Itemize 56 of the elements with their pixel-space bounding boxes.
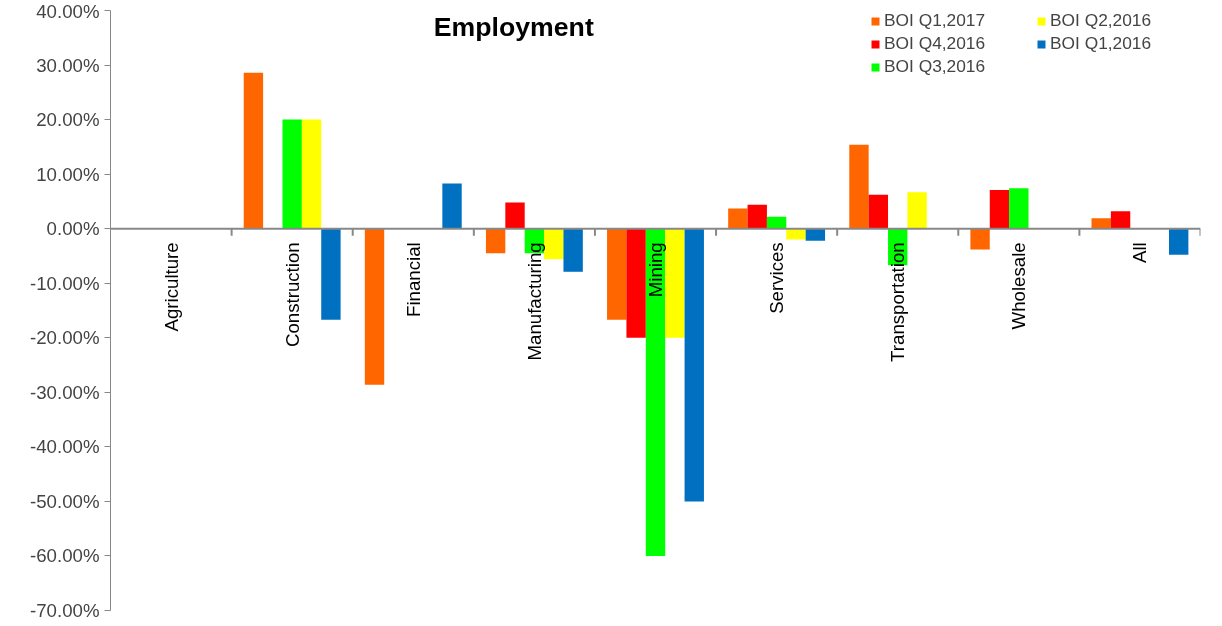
bar <box>1110 211 1131 229</box>
bar <box>607 228 627 320</box>
bar <box>485 228 506 254</box>
y-tick-label: 20.00% <box>36 109 100 131</box>
bar <box>970 228 990 250</box>
chart-title: Employment <box>433 11 594 42</box>
bar <box>1009 188 1029 229</box>
bar <box>544 228 564 260</box>
bar <box>786 228 806 240</box>
bar <box>243 72 264 229</box>
x-tick-label: All <box>1129 242 1151 264</box>
x-tick-label: Mining <box>645 242 666 298</box>
y-tick-label: -10.00% <box>30 272 100 294</box>
y-tick-label: -70.00% <box>30 599 100 621</box>
x-tick-label: Agriculture <box>160 242 182 332</box>
legend-label: BOI Q1,2017 <box>884 10 987 31</box>
x-tick-label: Manufacturing <box>523 242 545 361</box>
bar <box>907 192 927 229</box>
bar <box>728 208 748 229</box>
bar <box>868 194 889 229</box>
x-tick-label: Financial <box>402 242 424 317</box>
y-tick-label: -50.00% <box>30 490 100 512</box>
bar <box>563 228 583 272</box>
bar <box>849 144 869 229</box>
y-tick-label: 10.00% <box>36 163 100 185</box>
bar <box>766 216 787 229</box>
x-tick-label: Wholesale <box>1008 242 1030 330</box>
bar <box>684 228 704 502</box>
bar <box>282 119 302 229</box>
bar <box>505 202 525 229</box>
y-tick-label: 0.00% <box>46 218 100 240</box>
bar <box>626 228 646 338</box>
bar <box>1169 228 1189 255</box>
bar <box>301 119 322 229</box>
y-tick-label: -30.00% <box>30 381 100 403</box>
bar <box>747 204 767 229</box>
y-tick-label: 40.00% <box>36 0 100 22</box>
bar <box>442 183 462 229</box>
bar <box>645 228 666 556</box>
bar <box>665 228 685 338</box>
bar <box>989 189 1010 229</box>
bar <box>1091 218 1111 229</box>
y-tick-label: -60.00% <box>30 545 100 567</box>
x-tick-label: Construction <box>281 242 303 348</box>
legend-label: BOI Q4,2016 <box>884 33 987 54</box>
legend-label: BOI Q2,2016 <box>1050 10 1153 31</box>
x-tick-label: Transportation <box>887 242 909 362</box>
x-tick-label: Services <box>766 242 788 314</box>
bar <box>364 228 385 385</box>
legend-label: BOI Q3,2016 <box>884 56 987 77</box>
y-tick-label: -40.00% <box>30 436 100 458</box>
bar <box>805 228 826 241</box>
bar <box>321 228 341 320</box>
y-tick-label: 30.00% <box>36 54 100 76</box>
y-tick-label: -20.00% <box>30 327 100 349</box>
legend-label: BOI Q1,2016 <box>1050 33 1153 54</box>
